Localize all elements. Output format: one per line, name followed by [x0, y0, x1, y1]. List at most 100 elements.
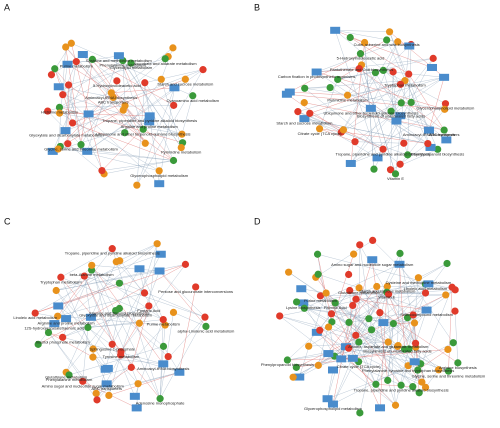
node-label: Tropane, piperidine and pyridine alkaloi…	[354, 387, 449, 392]
edge	[59, 105, 174, 108]
node-label: beta-Alanine metabolism	[70, 272, 115, 277]
node-label: Tropane, piperidine and pyridine alkaloi…	[65, 251, 160, 256]
metabolite-node	[345, 159, 356, 167]
metabolite-node	[396, 249, 404, 258]
metabolite-node	[181, 75, 189, 83]
edge	[375, 384, 413, 387]
metabolite-node	[181, 260, 190, 268]
metabolite-node	[439, 73, 450, 81]
edge	[68, 84, 82, 145]
metabolite-node	[53, 302, 64, 310]
metabolite-node	[292, 298, 301, 306]
edge	[355, 294, 446, 300]
metabolite-node	[68, 119, 77, 127]
metabolite-node	[386, 166, 395, 174]
edge	[91, 269, 164, 320]
edge	[92, 356, 164, 365]
metabolite-node	[421, 306, 432, 314]
metabolite-node	[79, 377, 87, 385]
node-label: Cysteine and methionine metabolism	[386, 280, 452, 285]
edges	[47, 43, 204, 186]
edge	[76, 60, 123, 62]
edge	[101, 160, 174, 171]
edge	[120, 354, 180, 373]
edge	[111, 87, 175, 93]
edge	[91, 265, 164, 364]
metabolite-node	[134, 380, 142, 388]
metabolite-node	[443, 259, 451, 268]
metabolite-node	[192, 283, 200, 291]
metabolite-node	[361, 38, 369, 47]
edge	[35, 243, 158, 314]
node-label: 5-Hydroxyindoleacetic acid	[93, 83, 141, 88]
metabolite-node	[454, 359, 462, 367]
edge	[368, 318, 413, 387]
node-label: Starch and sucrose metabolism	[359, 288, 416, 293]
metabolite-node	[59, 91, 67, 99]
metabolite-node	[170, 101, 178, 109]
panel-label: D	[254, 216, 261, 226]
metabolite-node	[384, 376, 392, 384]
metabolite-node	[375, 404, 386, 412]
edge	[337, 79, 428, 144]
metabolite-node	[131, 404, 142, 412]
node-label: Inositol phosphate metabolism	[36, 339, 91, 344]
node-label: Linoleic acid metabolism	[404, 286, 448, 291]
metabolite-node	[127, 363, 135, 371]
metabolite-node	[336, 355, 347, 363]
metabolite-node	[331, 299, 339, 307]
metabolite-node	[411, 339, 420, 347]
edge	[376, 286, 416, 344]
node-label: Cutin, suberine and wax biosynthesis	[354, 42, 420, 47]
node-label: Amino sugar and nucleotide sugar metabol…	[331, 262, 414, 267]
metabolite-node	[294, 108, 302, 116]
metabolite-node	[301, 84, 309, 92]
metabolite-node	[84, 323, 92, 332]
node-label: Phenylpropanoid biosynthesis	[411, 151, 464, 156]
metabolite-node	[346, 33, 354, 42]
metabolite-node	[55, 103, 64, 111]
edge	[118, 55, 144, 130]
metabolite-node	[199, 66, 207, 74]
network-panel: A Histidine metabolism Glyoxylate and dica…	[4, 2, 220, 189]
edge	[304, 87, 331, 89]
edge	[317, 274, 381, 408]
metabolite-node	[396, 80, 405, 88]
edge	[316, 58, 434, 73]
edge	[407, 317, 426, 388]
metabolite-node	[298, 299, 309, 307]
edge	[84, 275, 206, 318]
edge	[349, 290, 446, 296]
edge	[87, 69, 204, 152]
metabolite-node	[451, 307, 459, 315]
metabolite-node	[369, 236, 377, 245]
metabolite-node	[356, 50, 365, 58]
edge	[87, 319, 164, 328]
edge	[124, 132, 146, 144]
edge	[87, 55, 120, 152]
metabolite-node	[414, 274, 423, 282]
metabolite-node	[391, 401, 400, 409]
edge	[87, 87, 175, 152]
metabolite-node	[371, 68, 380, 77]
edge	[400, 143, 428, 165]
node-label: Arginine biosynthesis	[439, 365, 477, 370]
metabolite-node	[385, 28, 394, 36]
edge	[58, 86, 114, 98]
edge	[173, 312, 207, 327]
edge	[399, 264, 405, 350]
edge	[341, 131, 408, 156]
metabolite-node	[322, 395, 333, 403]
edge	[59, 112, 182, 135]
edge	[60, 146, 160, 171]
metabolite-node	[121, 129, 129, 137]
metabolite-node	[403, 314, 412, 322]
metabolite-node	[389, 319, 398, 328]
metabolite-node	[133, 181, 141, 189]
metabolite-node	[159, 315, 167, 324]
metabolite-node	[100, 365, 111, 373]
metabolite-node	[395, 112, 406, 120]
nodes	[276, 236, 462, 417]
edge	[138, 372, 180, 384]
node-label: Aminoacyl-tRNA biosynthesis	[137, 366, 189, 371]
